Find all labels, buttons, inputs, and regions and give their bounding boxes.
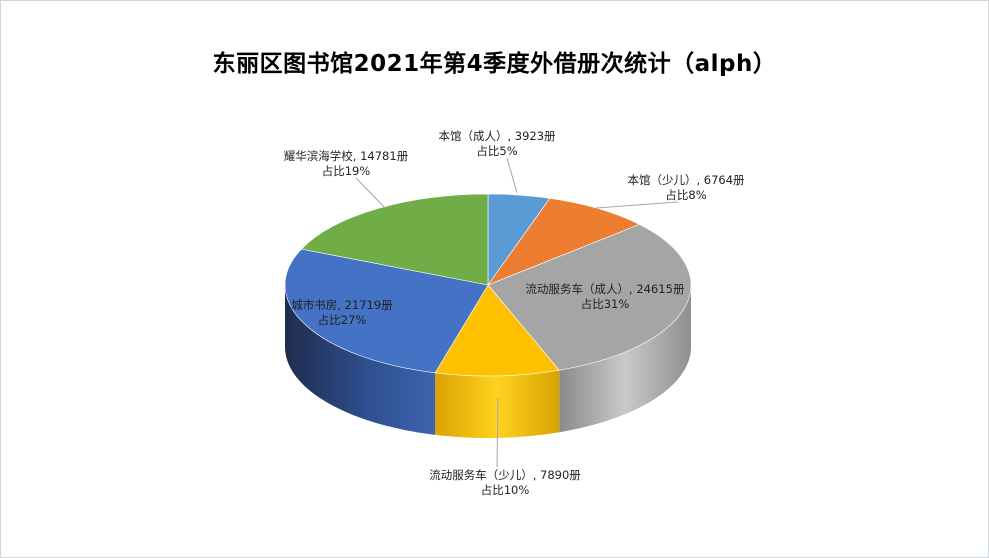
pie-side-3 — [435, 370, 560, 438]
pie-side-2 — [559, 285, 691, 433]
slice-percent-4: 占比27% — [318, 313, 367, 327]
leader-lines — [355, 157, 679, 468]
slice-label-0: 本馆（成人）, 3923册 — [438, 129, 556, 143]
leader-line-1 — [595, 201, 679, 209]
slice-percent-5: 占比19% — [322, 164, 371, 178]
pie-tops — [284, 193, 692, 377]
pie-slice-2 — [487, 224, 692, 371]
leader-line-3 — [496, 397, 499, 468]
pie-slice-1 — [487, 197, 641, 286]
slice-label-1: 本馆（少儿）, 6764册 — [627, 173, 745, 187]
slice-percent-1: 占比8% — [665, 188, 706, 202]
pie-sides — [285, 285, 691, 438]
leader-line-5 — [355, 177, 386, 209]
slice-percent-0: 占比5% — [476, 144, 517, 158]
slice-percent-3: 占比10% — [481, 483, 530, 497]
pie-slice-5 — [300, 193, 489, 286]
pie-side-4 — [285, 285, 436, 435]
slice-label-2: 流动服务车（成人）, 24615册 — [526, 282, 685, 296]
pie-slice-4 — [284, 248, 489, 374]
slice-label-4: 城市书房, 21719册 — [291, 298, 393, 312]
slice-label-3: 流动服务车（少儿）, 7890册 — [429, 468, 581, 482]
slice-label-5: 耀华滨海学校, 14781册 — [284, 149, 409, 163]
pie-slice-3 — [434, 284, 560, 377]
leader-line-0 — [506, 157, 518, 194]
slice-percent-2: 占比31% — [581, 297, 630, 311]
chart-title: 东丽区图书馆2021年第4季度外借册次统计（alph） — [212, 51, 777, 77]
